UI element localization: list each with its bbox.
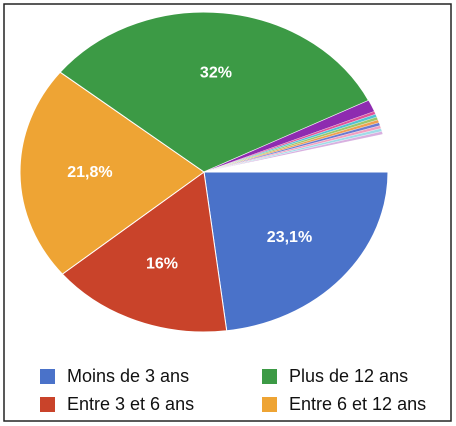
pie-slice <box>203 171 389 332</box>
legend-label: Entre 6 et 12 ans <box>289 394 426 414</box>
pie-slice <box>61 171 228 333</box>
legend-swatch <box>40 369 55 384</box>
slice-label: 23,1% <box>267 229 312 246</box>
legend: Moins de 3 ans Entre 3 et 6 ans Entre 6 et… <box>40 366 426 414</box>
legend-swatch <box>40 397 55 412</box>
slice-label: 21,8% <box>67 164 112 181</box>
pie-slice <box>204 134 388 172</box>
legend-label: Moins de 3 ans <box>67 366 189 386</box>
legend-label: Plus de 12 ans <box>289 366 408 386</box>
slice-label: 32% <box>200 65 232 82</box>
pie-slice <box>203 131 383 173</box>
legend-swatch <box>262 397 277 412</box>
legend-swatch <box>262 369 277 384</box>
pie-slice <box>59 11 370 173</box>
slice-label: 16% <box>146 255 178 272</box>
pie-slice <box>19 71 205 275</box>
legend-label: Entre 3 et 6 ans <box>67 394 194 414</box>
pie: 23,1% 16% 21,8% 32% <box>19 11 389 333</box>
